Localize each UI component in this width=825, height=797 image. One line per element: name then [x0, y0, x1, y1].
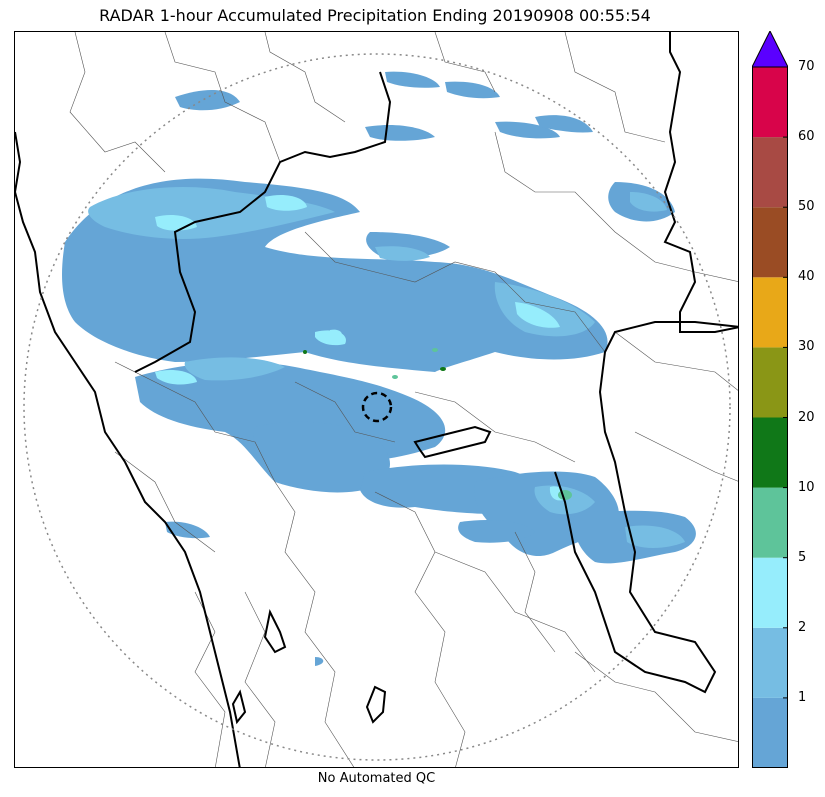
colorbar-tick-label: 10	[798, 479, 815, 495]
colorbar-tick-label: 60	[798, 129, 815, 145]
colorbar-segment	[752, 207, 788, 278]
colorbar-tick-label: 20	[798, 409, 815, 425]
colorbar-tick-label: 30	[798, 339, 815, 355]
colorbar-segment	[752, 487, 788, 558]
colorbar-segment	[752, 67, 788, 138]
colorbar-extend-arrow	[752, 31, 788, 68]
state-boundaries	[15, 32, 738, 767]
colorbar-tick-label: 1	[798, 689, 807, 705]
qc-caption: No Automated QC	[317, 771, 436, 786]
colorbar-segment	[752, 277, 788, 348]
colorbar-segment	[752, 627, 788, 698]
colorbar-segment	[752, 347, 788, 418]
colorbar-segment	[752, 697, 788, 768]
precip-layer-light	[62, 71, 696, 666]
colorbar-segment	[752, 137, 788, 208]
district-boundaries	[69, 32, 738, 767]
colorbar-tick-label: 5	[798, 549, 807, 565]
colorbar	[752, 31, 788, 768]
colorbar-tick-label: 2	[798, 619, 807, 635]
radar-map	[14, 31, 739, 768]
dashed-circle-icon	[361, 391, 393, 423]
precip-layer-cyan	[155, 195, 565, 501]
colorbar-segment	[752, 417, 788, 488]
map-canvas	[15, 32, 738, 767]
colorbar-tick-label: 40	[798, 269, 815, 285]
colorbar-segment	[752, 557, 788, 628]
colorbar-tick-label: 50	[798, 199, 815, 215]
colorbar-tick-label: 70	[798, 59, 815, 74]
dotted-range-ring	[23, 53, 731, 761]
colorbar-canvas	[752, 31, 788, 768]
map-title: RADAR 1-hour Accumulated Precipitation E…	[99, 6, 651, 25]
